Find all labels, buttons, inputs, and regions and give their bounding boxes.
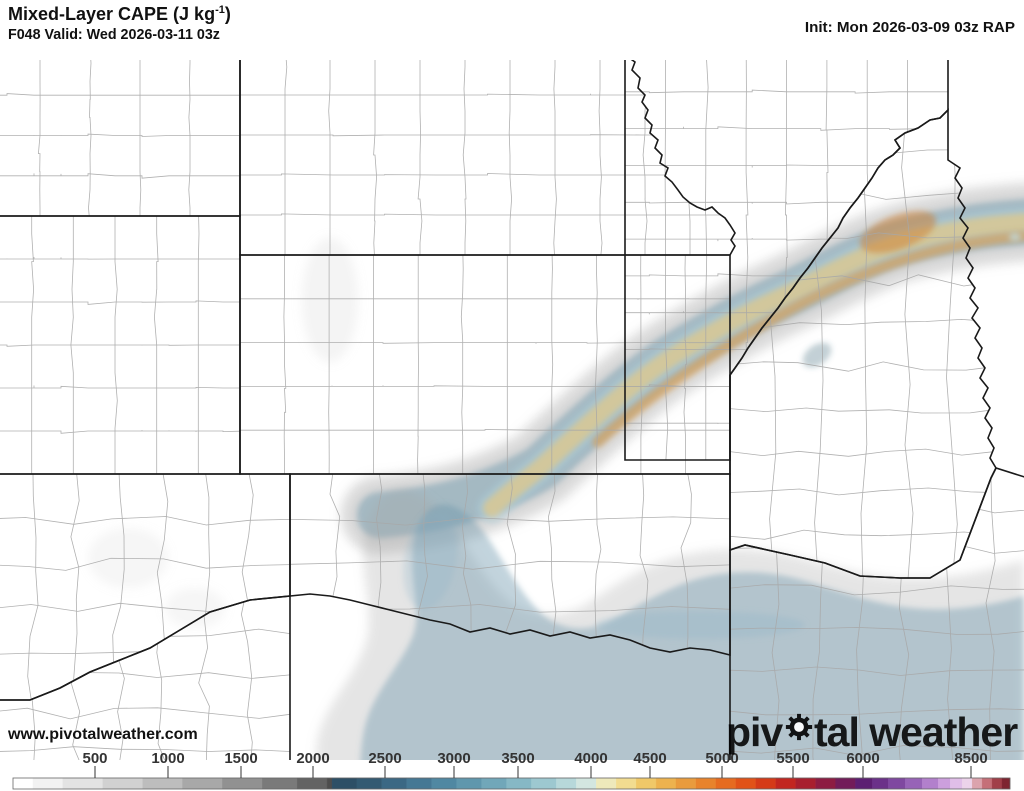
svg-text:4500: 4500 bbox=[633, 750, 666, 767]
svg-text:piv: piv bbox=[726, 709, 783, 755]
svg-text:3500: 3500 bbox=[501, 750, 534, 767]
svg-text:500: 500 bbox=[82, 750, 107, 767]
svg-text:4000: 4000 bbox=[574, 750, 607, 767]
svg-text:1000: 1000 bbox=[151, 750, 184, 767]
svg-text:3000: 3000 bbox=[437, 750, 470, 767]
svg-text:2500: 2500 bbox=[368, 750, 401, 767]
svg-text:tal weather: tal weather bbox=[814, 709, 1018, 755]
svg-text:2000: 2000 bbox=[296, 750, 329, 767]
svg-text:1500: 1500 bbox=[224, 750, 257, 767]
